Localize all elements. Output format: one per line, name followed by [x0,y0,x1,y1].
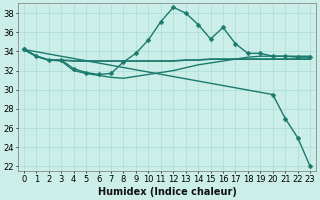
X-axis label: Humidex (Indice chaleur): Humidex (Indice chaleur) [98,187,236,197]
